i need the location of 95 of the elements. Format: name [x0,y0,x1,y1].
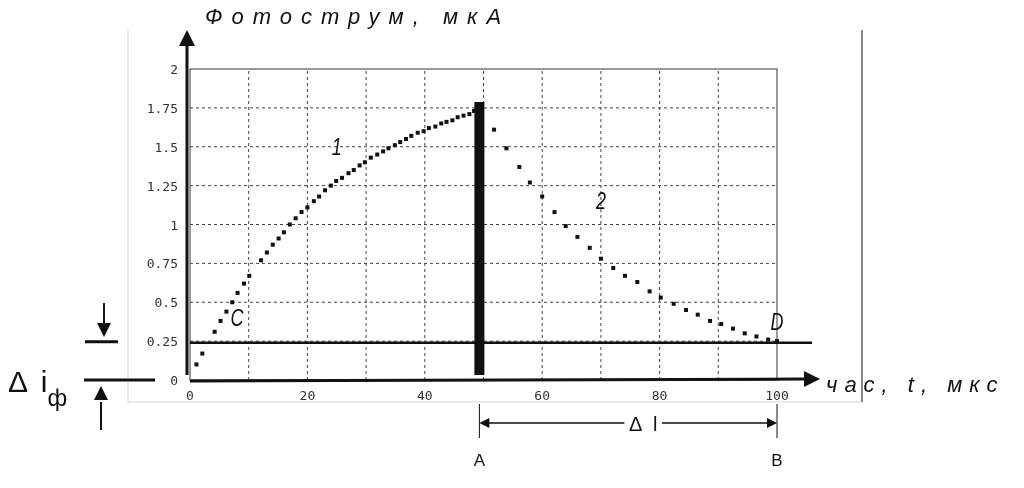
point [635,280,640,285]
x-axis-title: час, t, мкс [826,372,1005,397]
point [517,164,522,169]
point [357,163,362,168]
point [455,115,460,120]
point [305,205,310,210]
point [450,118,455,123]
y-tick-label: 0.25 [146,334,178,350]
point [421,129,426,134]
point [299,210,304,215]
point [242,281,246,286]
point [467,112,472,117]
point [398,140,403,145]
point [270,242,275,247]
point [392,143,397,148]
point [328,183,333,188]
y-tick-label: 0.75 [146,256,178,272]
y-tick-label: 0 [170,373,178,388]
y-tick-label: 1.75 [146,100,178,116]
y-tick-label: 0.5 [154,295,178,311]
point [340,175,345,180]
y-tick-label: 2 [170,62,178,77]
point [695,312,700,317]
point [575,234,580,239]
point [230,300,235,305]
text: Δ l [629,413,658,435]
point [527,180,532,185]
point [492,127,497,132]
text: A [473,451,486,470]
point [754,334,759,339]
point [351,168,356,173]
point [647,289,652,294]
annotation: C [230,304,245,331]
text: B [771,451,783,470]
annotation: 1 [331,133,342,160]
point [433,124,438,129]
point [287,222,292,227]
point [622,273,627,278]
point [439,121,444,126]
text: Δ i$_{ф}$ [8,365,68,411]
point [224,309,229,314]
point [194,362,199,367]
point [323,188,328,193]
point [235,290,240,295]
point [276,236,281,241]
point [368,155,373,160]
point [264,250,269,255]
x-tick-label: 20 [299,388,316,403]
point [444,119,449,124]
point [671,301,676,306]
point [415,130,420,135]
x-tick-label: 100 [765,388,789,403]
x-tick-label: 0 [186,388,194,403]
point [540,194,545,199]
point [362,160,367,165]
point [375,152,380,157]
point [334,178,339,183]
point [708,318,713,323]
point [293,216,298,221]
x-tick-label: 40 [416,388,433,403]
point [386,146,391,151]
point [611,266,616,271]
point [404,136,409,141]
annotation: 2 [595,187,607,214]
y-axis-title: Фотострум, мкА [205,4,511,29]
point [730,326,735,331]
annotation: D [770,308,784,335]
point [247,273,252,278]
point [281,230,286,235]
x-tick-label: 60 [534,388,551,403]
point [381,149,386,154]
point [212,329,217,334]
point [461,113,466,118]
y-tick-label: 1.25 [146,178,178,194]
point [409,133,414,138]
point [218,318,223,323]
point [426,126,431,131]
point [563,224,568,229]
x-tick-label: 80 [651,388,668,403]
y-tick-label: 1 [170,217,178,233]
point [259,258,264,263]
point [719,322,724,327]
point [598,256,603,261]
point [346,171,351,176]
point [200,351,205,356]
point [504,146,509,151]
point [317,194,322,199]
point [742,331,747,336]
point [311,199,316,204]
point [587,245,592,250]
point [552,210,557,215]
point [684,308,689,313]
y-tick-label: 1.5 [154,139,178,155]
point [658,295,663,300]
point [766,337,771,342]
